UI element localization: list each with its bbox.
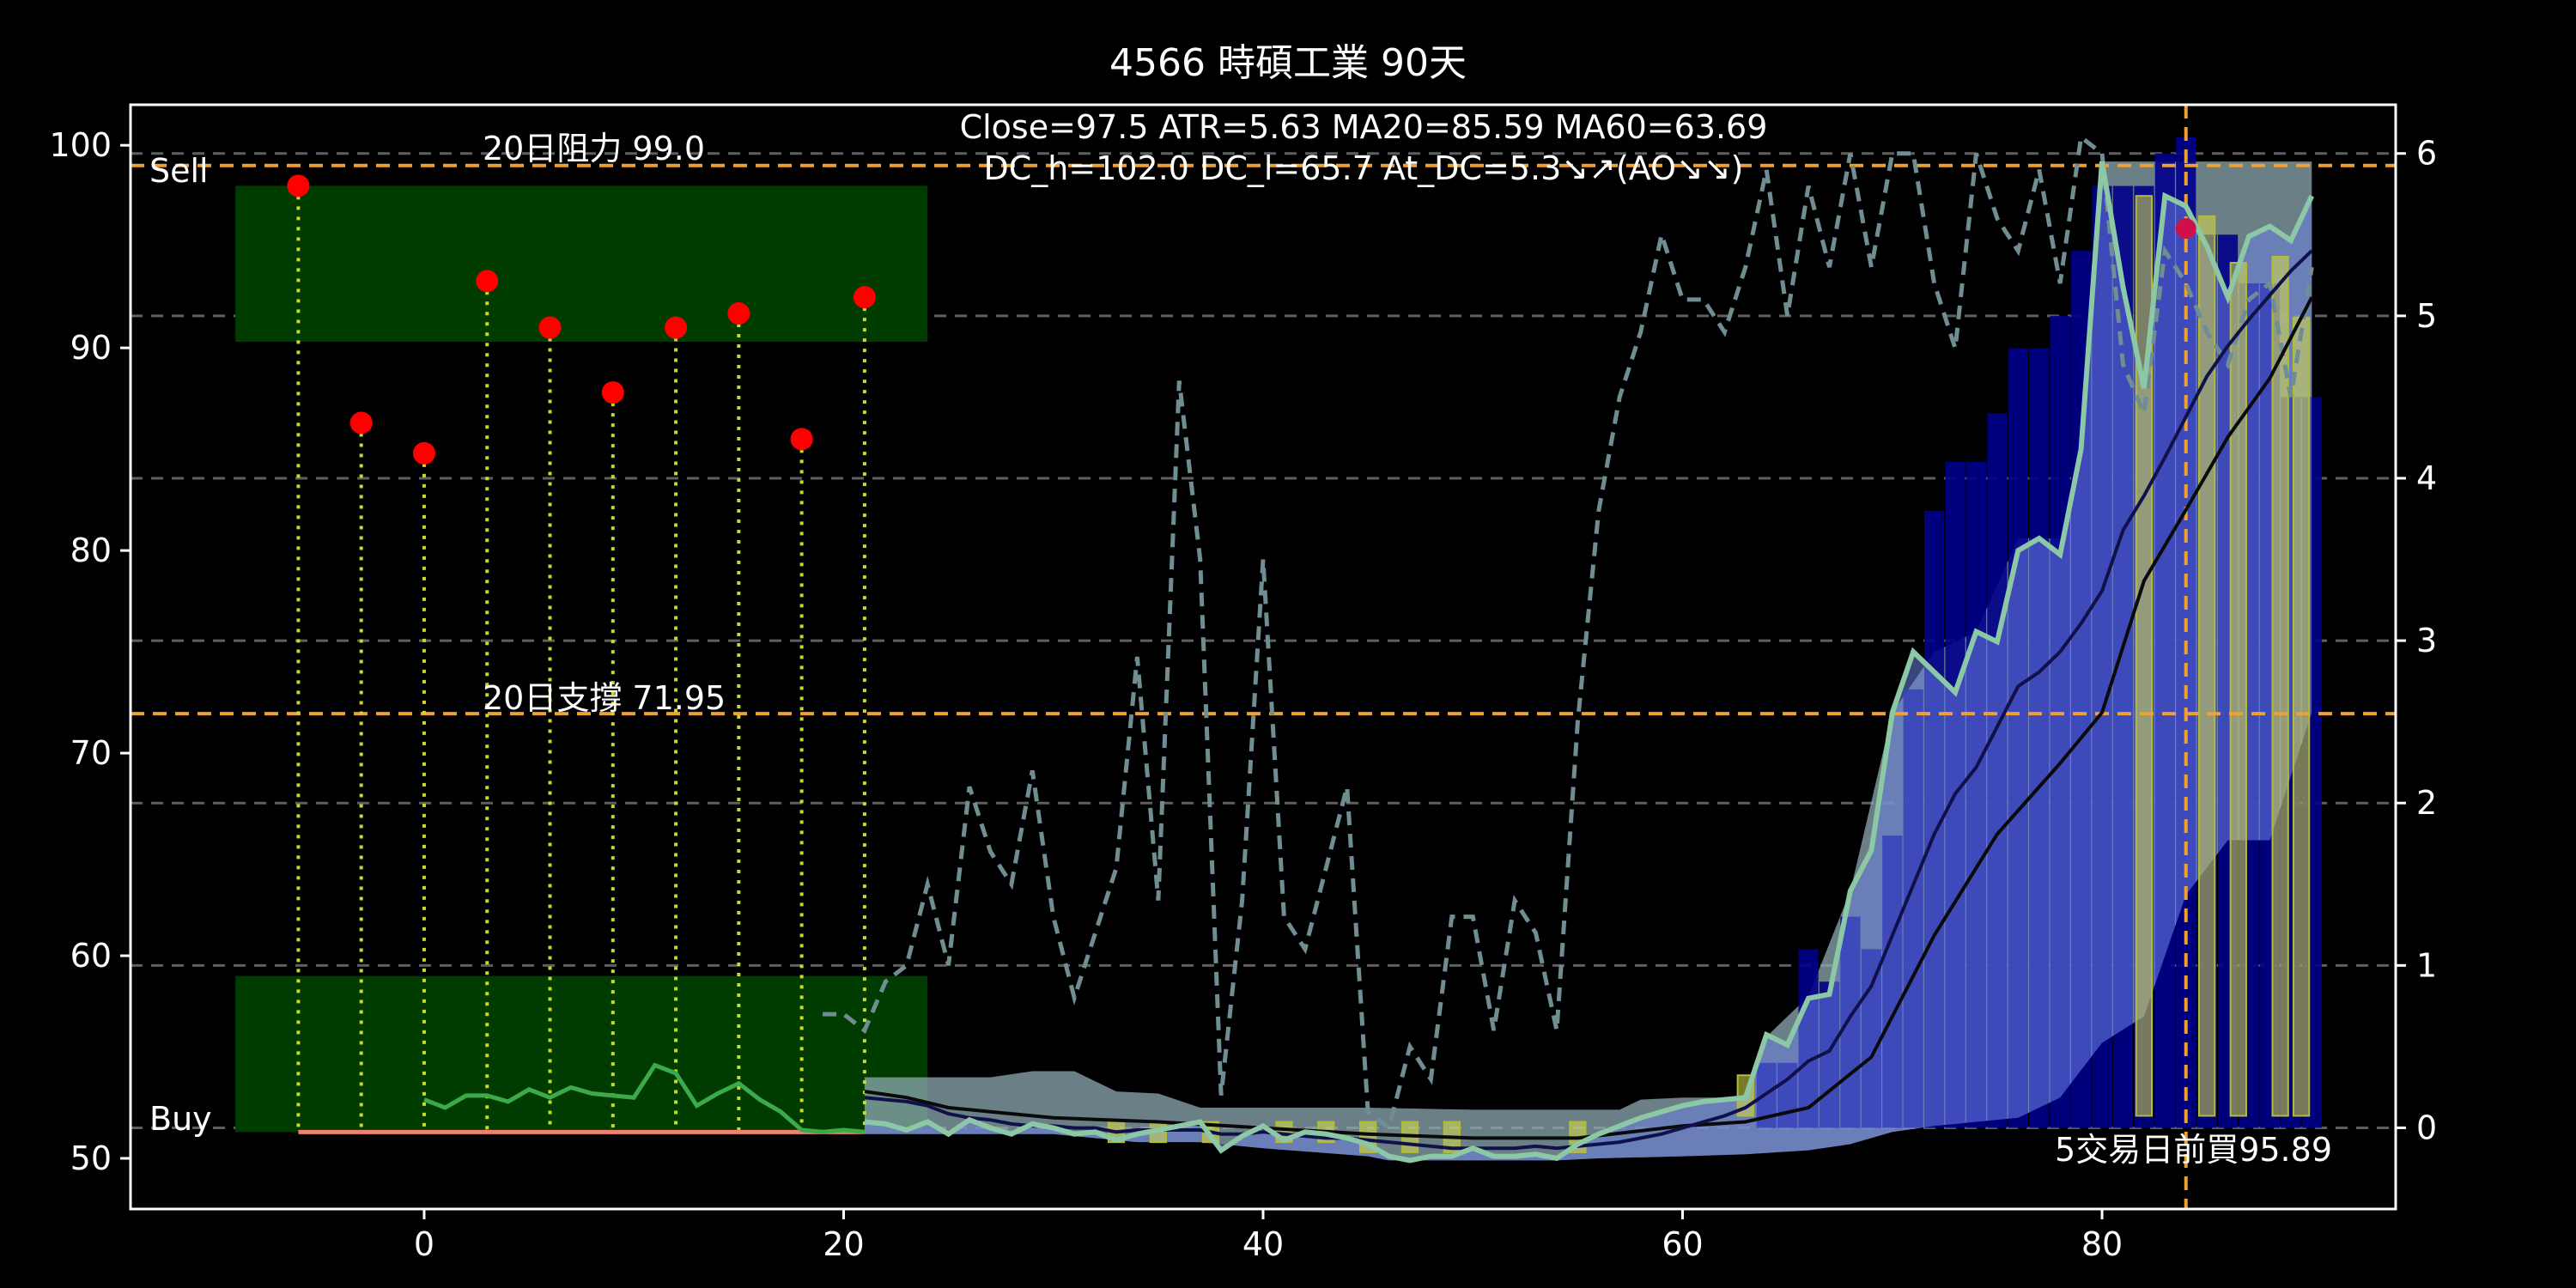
sell-point-marker bbox=[349, 411, 373, 434]
sell-point-marker bbox=[853, 286, 876, 309]
sell-point-marker bbox=[727, 302, 750, 325]
highlight-bar bbox=[2292, 316, 2311, 1117]
y-tick-label: 100 bbox=[49, 126, 112, 164]
x-tick-label: 60 bbox=[1662, 1225, 1703, 1263]
ma20-line bbox=[864, 249, 2313, 1151]
x-tick-label: 80 bbox=[2081, 1225, 2123, 1263]
chart-title: 4566 時碩工業 90天 bbox=[1109, 41, 1467, 85]
sell-zone bbox=[235, 185, 928, 343]
y-tick-label: 80 bbox=[70, 532, 112, 569]
highlight-bar bbox=[2198, 215, 2216, 1117]
y-tick-label: 90 bbox=[70, 329, 112, 367]
stats-line-1: Close=97.5 ATR=5.63 MA20=85.59 MA60=63.6… bbox=[960, 108, 1768, 146]
sell-point-marker bbox=[287, 174, 310, 197]
y2-tick-label: 2 bbox=[2416, 784, 2437, 822]
highlight-bar bbox=[2135, 195, 2154, 1117]
green-series-line bbox=[423, 1062, 866, 1134]
sell-point-marker bbox=[412, 441, 435, 465]
stats-line-2: DC_h=102.0 DC_l=65.7 At_DC=5.3↘↗(AO↘↘) bbox=[983, 149, 1743, 187]
highlight-bar bbox=[2271, 255, 2289, 1117]
x-tick-label: 40 bbox=[1242, 1225, 1284, 1263]
sell-point-marker bbox=[601, 381, 624, 404]
x-tick-label: 20 bbox=[823, 1225, 864, 1263]
buy-zone bbox=[235, 975, 928, 1133]
y2-tick-label: 5 bbox=[2416, 297, 2437, 335]
support-label: 20日支撐 71.95 bbox=[483, 679, 726, 717]
y2-tick-label: 6 bbox=[2416, 135, 2437, 173]
sell-zone-label: Sell bbox=[149, 152, 209, 190]
highlight-bar bbox=[2229, 262, 2247, 1117]
y2-tick-label: 0 bbox=[2416, 1109, 2437, 1146]
y-tick-label: 70 bbox=[70, 734, 112, 772]
y-tick-label: 50 bbox=[70, 1139, 112, 1177]
y2-tick-label: 1 bbox=[2416, 946, 2437, 984]
sell-point-marker bbox=[665, 316, 688, 339]
sell-point-marker bbox=[538, 316, 562, 339]
sell-point-marker bbox=[790, 428, 813, 451]
sell-point-marker bbox=[476, 270, 499, 293]
y2-tick-label: 4 bbox=[2416, 459, 2437, 497]
signal-label: 5交易日前買95.89 bbox=[2055, 1131, 2332, 1169]
y-tick-label: 60 bbox=[70, 937, 112, 975]
ma60-line bbox=[864, 296, 2314, 1140]
atr-dc-line bbox=[823, 133, 2314, 1132]
resistance-label: 20日阻力 99.0 bbox=[483, 130, 705, 167]
buy-zone-label: Buy bbox=[149, 1100, 212, 1138]
y2-tick-label: 3 bbox=[2416, 622, 2437, 659]
close-price-line bbox=[864, 161, 2315, 1163]
x-tick-label: 0 bbox=[414, 1225, 434, 1263]
signal-marker bbox=[2175, 218, 2196, 240]
